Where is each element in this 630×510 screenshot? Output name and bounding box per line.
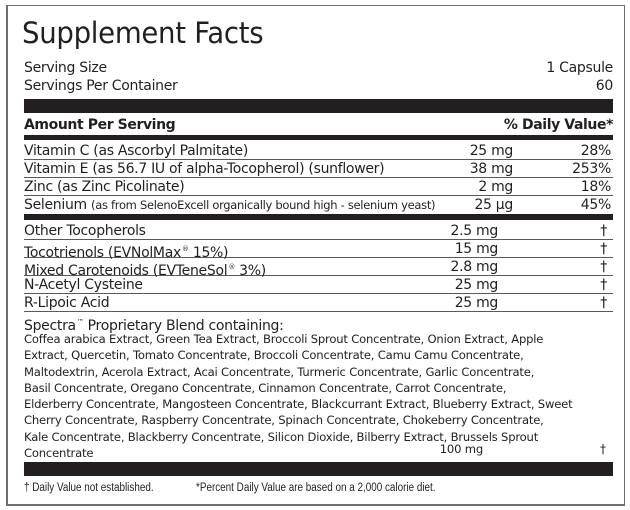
- medium-divider: [24, 135, 613, 140]
- serving-size-row: Serving Size 1 Capsule: [24, 60, 613, 77]
- nutrient-name: Zinc (as Zinc Picolinate): [24, 179, 185, 195]
- blend-line: Kale Concentrate, Blackberry Concentrate…: [24, 429, 539, 444]
- dagger-mark: †: [600, 259, 607, 275]
- dagger-mark: †: [600, 223, 607, 239]
- ingredient-amount: 25 mg: [454, 277, 499, 293]
- ingredient-name: Tocotrienols (EVNolMax® 15%): [24, 240, 229, 262]
- nutrient-dv: 18%: [580, 179, 612, 195]
- nutrient-amount: 38 mg: [469, 161, 514, 177]
- blend-title-prefix: Spectra: [24, 318, 76, 334]
- label-title: Supplement Facts: [22, 16, 264, 50]
- blend-title-suffix: Proprietary Blend containing:: [83, 318, 284, 334]
- ingredient-row-r-lipoic-acid: R-Lipoic Acid 25 mg †: [24, 294, 613, 312]
- ingredient-row-tocotrienols: Tocotrienols (EVNolMax® 15%) 15 mg †: [24, 240, 613, 261]
- dagger-mark: †: [600, 241, 607, 257]
- blend-amount: 100 mg: [439, 442, 483, 456]
- ingredient-amount: 25 mg: [454, 295, 499, 311]
- nutrient-dv: 45%: [580, 197, 612, 213]
- nutrient-row-vitamin-c: Vitamin C (as Ascorbyl Palmitate) 25 mg …: [24, 142, 613, 160]
- daily-value-label: % Daily Value*: [503, 117, 613, 133]
- ingredient-amount: 2.8 mg: [450, 259, 499, 275]
- amount-per-serving-label: Amount Per Serving: [24, 117, 176, 133]
- servings-per-container-row: Servings Per Container 60: [24, 78, 613, 95]
- ingredient-name-main: Tocotrienols (EVNolMax: [24, 245, 181, 261]
- blend-line: Maltodextrin, Acerola Extract, Acai Conc…: [24, 364, 535, 379]
- nutrient-dv: 28%: [580, 143, 612, 159]
- blend-line: Cherry Concentrate, Raspberry Concentrat…: [24, 413, 544, 428]
- ingredient-name-suffix: 3%): [235, 263, 266, 279]
- servings-per-container-label: Servings Per Container: [24, 78, 178, 94]
- nutrient-name-main: Selenium: [24, 197, 87, 213]
- serving-size-label: Serving Size: [24, 60, 107, 76]
- nutrient-amount: 2 mg: [478, 179, 513, 195]
- blend-line: Coffea arabica Extract, Green Tea Extrac…: [24, 332, 544, 346]
- ingredient-name-suffix: 15%): [188, 245, 229, 261]
- footnotes: † Daily Value not established. *Percent …: [24, 480, 531, 496]
- nutrient-row-selenium: Selenium (as from SelenoExcell organical…: [24, 196, 613, 214]
- ingredient-name: N-Acetyl Cysteine: [24, 277, 143, 293]
- blend-title: Spectra™ Proprietary Blend containing:: [24, 314, 284, 335]
- nutrient-amount: 25 mg: [469, 143, 514, 159]
- registered-mark: ®: [228, 263, 236, 271]
- nutrient-name: Vitamin C (as Ascorbyl Palmitate): [24, 143, 249, 159]
- blend-ingredient-list: Coffea arabica Extract, Green Tea Extrac…: [24, 331, 604, 461]
- blend-line: Basil Concentrate, Oregano Concentrate, …: [24, 380, 507, 395]
- ingredient-name: R-Lipoic Acid: [24, 295, 110, 311]
- label-frame: [6, 5, 625, 506]
- servings-per-container-value: 60: [595, 78, 614, 94]
- registered-mark: ®: [181, 245, 189, 253]
- blend-line: Concentrate: [24, 446, 94, 461]
- ingredient-amount: 15 mg: [454, 241, 499, 257]
- ingredient-name-main: Mixed Carotenoids (EVTeneSol: [24, 263, 228, 279]
- dagger-mark: †: [600, 442, 606, 456]
- blend-line: Elderberry Concentrate, Mangosteen Conce…: [24, 397, 573, 412]
- thick-divider-top: [24, 99, 613, 113]
- amount-header: Amount Per Serving % Daily Value*: [24, 115, 613, 135]
- ingredient-name: Mixed Carotenoids (EVTeneSol® 3%): [24, 258, 266, 280]
- nutrient-name: Selenium (as from SelenoExcell organical…: [24, 196, 436, 214]
- ingredient-amount: 2.5 mg: [450, 223, 499, 239]
- footnote-percent-dv: *Percent Daily Value are based on a 2,00…: [196, 482, 436, 494]
- footnote-dagger: † Daily Value not established.: [24, 482, 154, 494]
- ingredient-row-n-acetyl-cysteine: N-Acetyl Cysteine 25 mg †: [24, 276, 613, 294]
- ingredient-row-other-tocopherols: Other Tocopherols 2.5 mg †: [24, 222, 613, 240]
- trademark-mark: ™: [76, 318, 84, 326]
- ingredient-name: Other Tocopherols: [24, 223, 146, 239]
- nutrient-name: Vitamin E (as 56.7 IU of alpha-Tocophero…: [24, 161, 385, 177]
- ingredient-row-mixed-carotenoids: Mixed Carotenoids (EVTeneSol® 3%) 2.8 mg…: [24, 258, 613, 279]
- nutrient-name-detail: (as from SelenoExcell organically bound …: [91, 198, 436, 212]
- nutrient-amount: 25 µg: [474, 197, 513, 213]
- nutrient-dv: 253%: [572, 161, 611, 177]
- dagger-mark: †: [600, 277, 607, 293]
- dagger-mark: †: [600, 295, 607, 311]
- nutrient-row-zinc: Zinc (as Zinc Picolinate) 2 mg 18%: [24, 178, 613, 196]
- blend-line: Extract, Quercetin, Tomato Concentrate, …: [24, 348, 524, 363]
- nutrient-row-vitamin-e: Vitamin E (as 56.7 IU of alpha-Tocophero…: [24, 160, 613, 178]
- thick-divider-middle: [24, 214, 613, 220]
- thick-divider-bottom: [24, 462, 613, 476]
- serving-size-value: 1 Capsule: [546, 60, 613, 76]
